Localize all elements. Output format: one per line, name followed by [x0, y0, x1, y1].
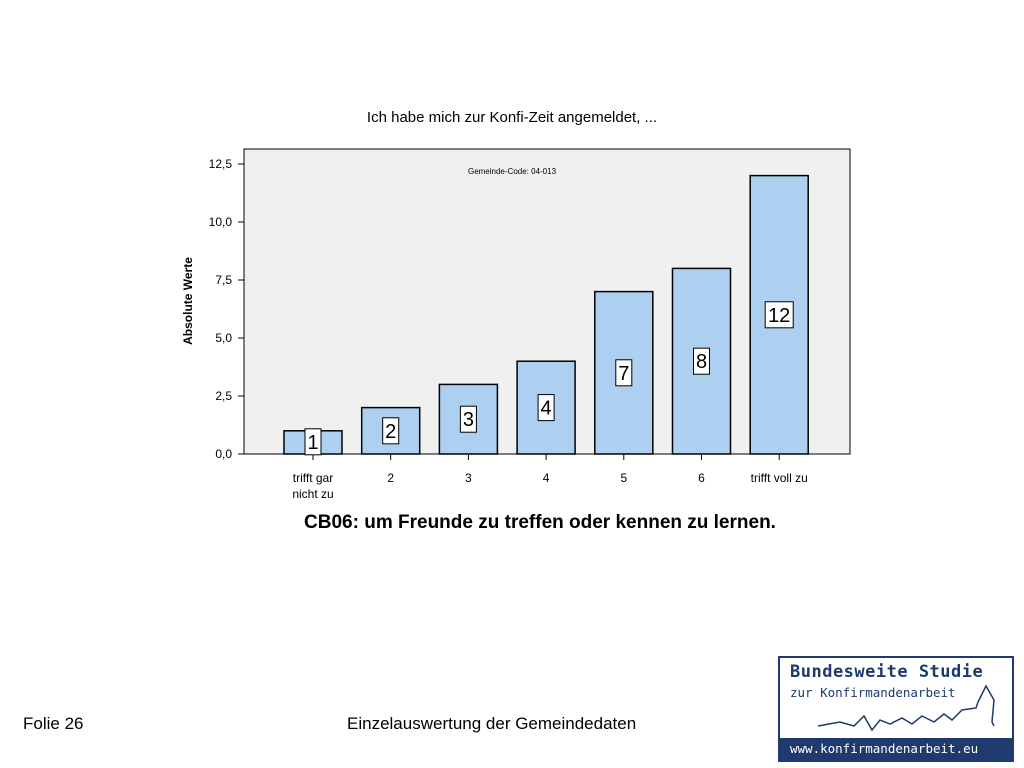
data-label-box [693, 347, 710, 375]
data-label: 7 [618, 363, 629, 385]
footer-caption: Einzelauswertung der Gemeindedaten [347, 714, 637, 733]
x-tick-label: nicht zu [292, 487, 333, 501]
x-tick-label: trifft voll zu [751, 471, 808, 485]
data-label: 8 [696, 351, 707, 373]
y-tick-label: 12,5 [209, 157, 233, 171]
y-tick-label: 10,0 [209, 215, 233, 229]
x-tick-label: 6 [698, 471, 705, 485]
y-tick-label: 5,0 [215, 331, 232, 345]
data-label: 3 [463, 409, 474, 431]
data-label: 2 [385, 421, 396, 443]
y-tick-label: 2,5 [215, 389, 232, 403]
data-label: 4 [541, 398, 552, 420]
chart-title: Ich habe mich zur Konfi-Zeit angemeldet,… [367, 109, 657, 126]
data-label-box [764, 301, 794, 329]
x-tick-label: 2 [387, 471, 394, 485]
data-label-box [537, 394, 555, 422]
data-label-box [459, 405, 477, 433]
slide-number: Folie 26 [23, 714, 84, 733]
data-label-box [304, 428, 322, 456]
data-label: 1 [307, 432, 318, 454]
logo-band: www.konfirmandenarbeit.eu [780, 738, 1012, 760]
y-axis-label: Absolute Werte [181, 257, 195, 345]
data-label: 12 [768, 305, 790, 327]
logo-url: www.konfirmandenarbeit.eu [790, 741, 979, 756]
study-logo: Bundesweite Studie zur Konfirmandenarbei… [778, 656, 1014, 762]
x-axis-title: CB06: um Freunde zu treffen oder kennen … [304, 512, 776, 533]
chart-annotation: Gemeinde-Code: 04-013 [468, 167, 557, 176]
x-tick-label: 5 [620, 471, 627, 485]
data-label-box [382, 417, 400, 445]
data-label-box [615, 359, 633, 387]
y-tick-label: 0,0 [215, 447, 232, 461]
x-tick-label: trifft gar [293, 471, 333, 485]
logo-subtitle: zur Konfirmandenarbeit [790, 685, 956, 700]
logo-title: Bundesweite Studie [790, 662, 984, 682]
y-tick-label: 7,5 [215, 273, 232, 287]
x-tick-label: 3 [465, 471, 472, 485]
x-tick-label: 4 [543, 471, 550, 485]
signature-line-icon [817, 684, 995, 732]
